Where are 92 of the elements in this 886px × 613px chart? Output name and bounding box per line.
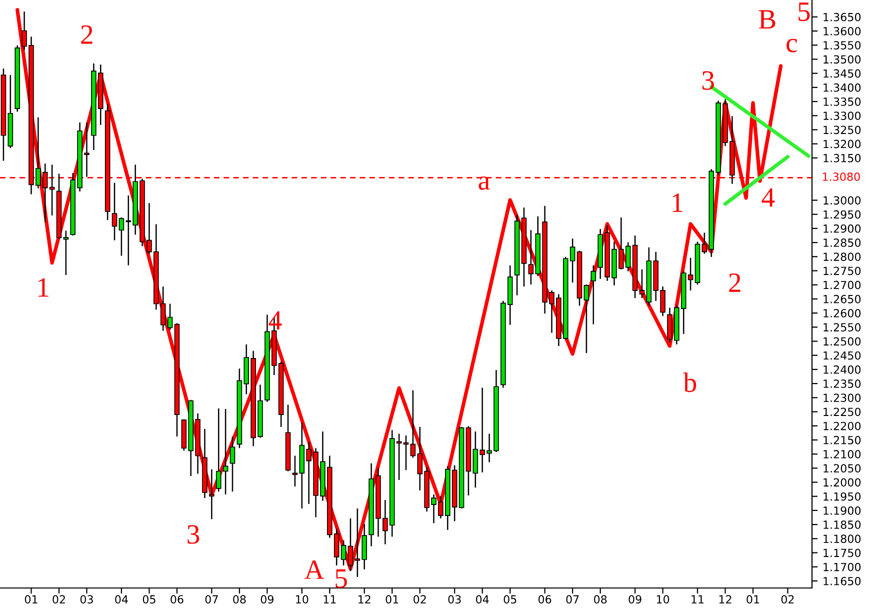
x-tick-label: 06: [170, 595, 184, 604]
x-tick-label: 03: [448, 595, 461, 604]
annotation: c: [786, 38, 798, 52]
annotation: 3: [188, 525, 200, 544]
x-tick-label: 07: [205, 595, 218, 604]
annotation: 2: [729, 273, 740, 292]
y-tick-label: 1.3000: [824, 196, 861, 205]
x-tick-label: 10: [296, 595, 308, 604]
y-tick-label: 1.2950: [824, 210, 861, 219]
candlestick: [584, 284, 590, 354]
x-tick-label: 09: [260, 595, 274, 604]
x-tick-label: 09: [628, 595, 642, 604]
candlestick: [167, 303, 173, 331]
x-tick-label: 02: [781, 595, 794, 604]
x-tick-label: 04: [115, 595, 128, 604]
candlestick: [639, 268, 645, 299]
y-tick-label: 1.2600: [824, 309, 861, 318]
candlestick: [340, 540, 346, 566]
y-tick-label: 1.2350: [824, 380, 861, 388]
x-tick-label: 12: [719, 595, 732, 604]
y-tick-label: 1.3200: [824, 140, 861, 148]
y-tick-label: 1.2100: [824, 450, 861, 458]
annotation: 5: [336, 569, 347, 588]
y-tick-label: 1.1850: [824, 520, 861, 529]
y-tick-label: 1.1750: [824, 548, 861, 558]
y-tick-label: 1.1950: [824, 492, 861, 501]
y-tick-label: 1.2700: [824, 280, 861, 290]
y-tick-label: 1.2900: [824, 224, 861, 233]
x-tick-label: 02: [52, 595, 65, 604]
x-tick-label: 06: [538, 595, 552, 604]
x-tick-label: 02: [414, 595, 426, 604]
x-tick-label: 04: [476, 595, 489, 604]
candlestick: [230, 436, 236, 492]
annotation: 2: [81, 25, 92, 44]
y-tick-label: 1.2400: [824, 365, 861, 374]
x-tick-label: 08: [233, 595, 246, 604]
y-tick-label: 1.3300: [824, 112, 861, 120]
y-tick-label: 1.2200: [824, 422, 861, 430]
annotation: A: [304, 560, 324, 579]
annotation: 1: [672, 194, 682, 212]
annotation: 4: [268, 311, 282, 330]
y-tick-label: 1.2800: [824, 252, 861, 262]
y-tick-label: 1.3350: [824, 98, 861, 106]
x-tick-label: 05: [504, 595, 516, 604]
y-tick-label: 1.3550: [824, 41, 861, 50]
y-tick-label: 1.3450: [824, 69, 861, 78]
annotation: 5: [798, 2, 810, 22]
y-tick-label: 1.3400: [824, 83, 861, 92]
y-tick-label: 1.2450: [824, 351, 861, 360]
x-tick-label: 10: [656, 595, 670, 604]
x-tick-label: 01: [746, 595, 760, 604]
y-tick-label: 1.2750: [824, 266, 861, 276]
x-tick-label: 12: [358, 595, 370, 604]
x-tick-label: 11: [324, 595, 336, 604]
annotation: a: [478, 176, 490, 190]
ref-line-label: 1.3080: [822, 172, 860, 181]
annotation: B: [758, 10, 776, 29]
annotation: b: [683, 372, 696, 392]
candlestick: [209, 468, 214, 520]
y-tick-label: 1.2000: [824, 478, 861, 487]
annotation: 4: [762, 188, 775, 207]
candlestick: [118, 216, 124, 256]
y-tick-label: 1.2150: [824, 436, 861, 444]
x-tick-label: 01: [24, 595, 38, 604]
y-tick-label: 1.3500: [824, 55, 861, 64]
x-tick-label: 05: [142, 595, 156, 604]
y-tick-label: 1.1700: [824, 562, 861, 572]
y-tick-label: 1.2650: [824, 294, 861, 304]
y-tick-label: 1.2550: [824, 323, 861, 332]
x-tick-label: 07: [566, 595, 579, 604]
annotation: 1: [38, 278, 48, 297]
y-tick-label: 1.1900: [824, 506, 861, 515]
annotation: 3: [702, 71, 714, 90]
y-tick-label: 1.3650: [824, 12, 861, 22]
x-tick-label: 01: [386, 595, 398, 604]
y-tick-label: 1.1800: [824, 534, 861, 544]
y-tick-label: 1.2500: [824, 337, 861, 346]
y-tick-label: 1.3600: [824, 26, 861, 36]
y-tick-label: 1.3250: [824, 126, 861, 134]
y-tick-label: 1.3150: [824, 154, 861, 162]
candlestick: [688, 257, 694, 292]
y-tick-label: 1.2250: [824, 408, 861, 416]
candlestick: [112, 182, 118, 241]
x-tick-label: 11: [692, 595, 704, 604]
y-tick-label: 1.2850: [824, 238, 861, 247]
x-tick-label: 03: [80, 595, 93, 604]
y-tick-label: 1.2300: [824, 394, 861, 402]
x-tick-label: 08: [594, 595, 607, 604]
y-tick-label: 1.2050: [824, 464, 861, 473]
candlestick: [63, 230, 69, 276]
y-tick-label: 1.1650: [824, 576, 861, 586]
candlestick: [590, 264, 596, 325]
